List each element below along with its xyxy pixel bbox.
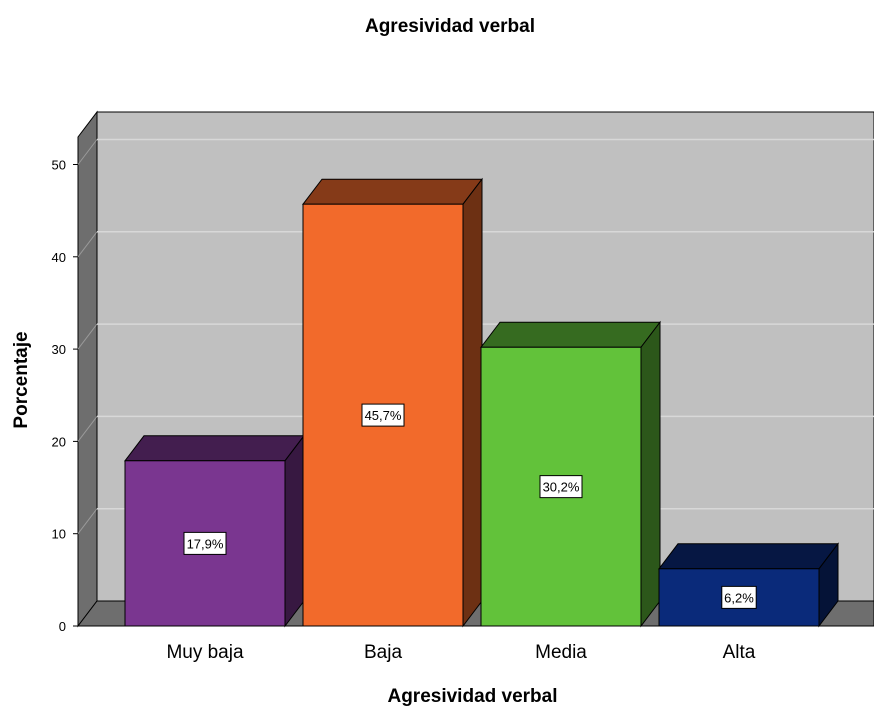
x-tick-label: Media: [535, 642, 587, 663]
data-label-box: [183, 531, 227, 555]
bar-side-face: [462, 177, 483, 628]
y-tick-label: 10: [52, 527, 66, 542]
gridline-side: [77, 139, 98, 165]
bar-side-face: [640, 320, 661, 628]
y-axis-ticks: 0 10 20 30 40 50: [52, 158, 78, 634]
x-tick-label: Alta: [723, 642, 756, 663]
data-label: 17,9%: [187, 536, 224, 551]
gridline-side: [77, 508, 98, 535]
bar-baja: 45,7%: [301, 177, 484, 628]
y-tick-label: 40: [52, 250, 66, 265]
bar-top-face: [479, 321, 662, 348]
bar-media: 30,2%: [479, 320, 662, 628]
bar-muy-baja: 17,9%: [123, 434, 306, 628]
bar-top-face: [123, 435, 306, 462]
y-tick-label: 0: [59, 619, 66, 634]
chart-title: Agresividad verbal: [364, 16, 536, 37]
data-label: 30,2%: [543, 480, 580, 495]
x-tick-label: Baja: [364, 642, 402, 663]
x-tick-label: Muy baja: [166, 642, 244, 663]
data-label-box: [539, 475, 583, 499]
bars: 17,9% 45,7% 30,2% 6,2%: [123, 177, 840, 628]
x-axis-title: Agresividad verbal: [387, 686, 558, 707]
data-label-box: [361, 403, 405, 427]
gridline-side: [77, 416, 98, 442]
side-wall: [77, 110, 98, 628]
gridline-side: [77, 323, 98, 350]
data-label: 6,2%: [724, 590, 754, 605]
data-label: 45,7%: [365, 408, 402, 423]
gridline-side: [77, 231, 98, 258]
x-axis-labels: Muy baja Baja Media Alta: [166, 642, 755, 663]
bar-side-face: [284, 434, 305, 628]
data-label-box: [721, 585, 757, 609]
bar-top-face: [657, 543, 840, 570]
bar-alta: 6,2%: [657, 542, 840, 628]
y-tick-label: 50: [52, 158, 66, 173]
y-tick-label: 30: [52, 342, 66, 357]
y-tick-label: 20: [52, 434, 66, 449]
bar-top-face: [301, 178, 484, 205]
